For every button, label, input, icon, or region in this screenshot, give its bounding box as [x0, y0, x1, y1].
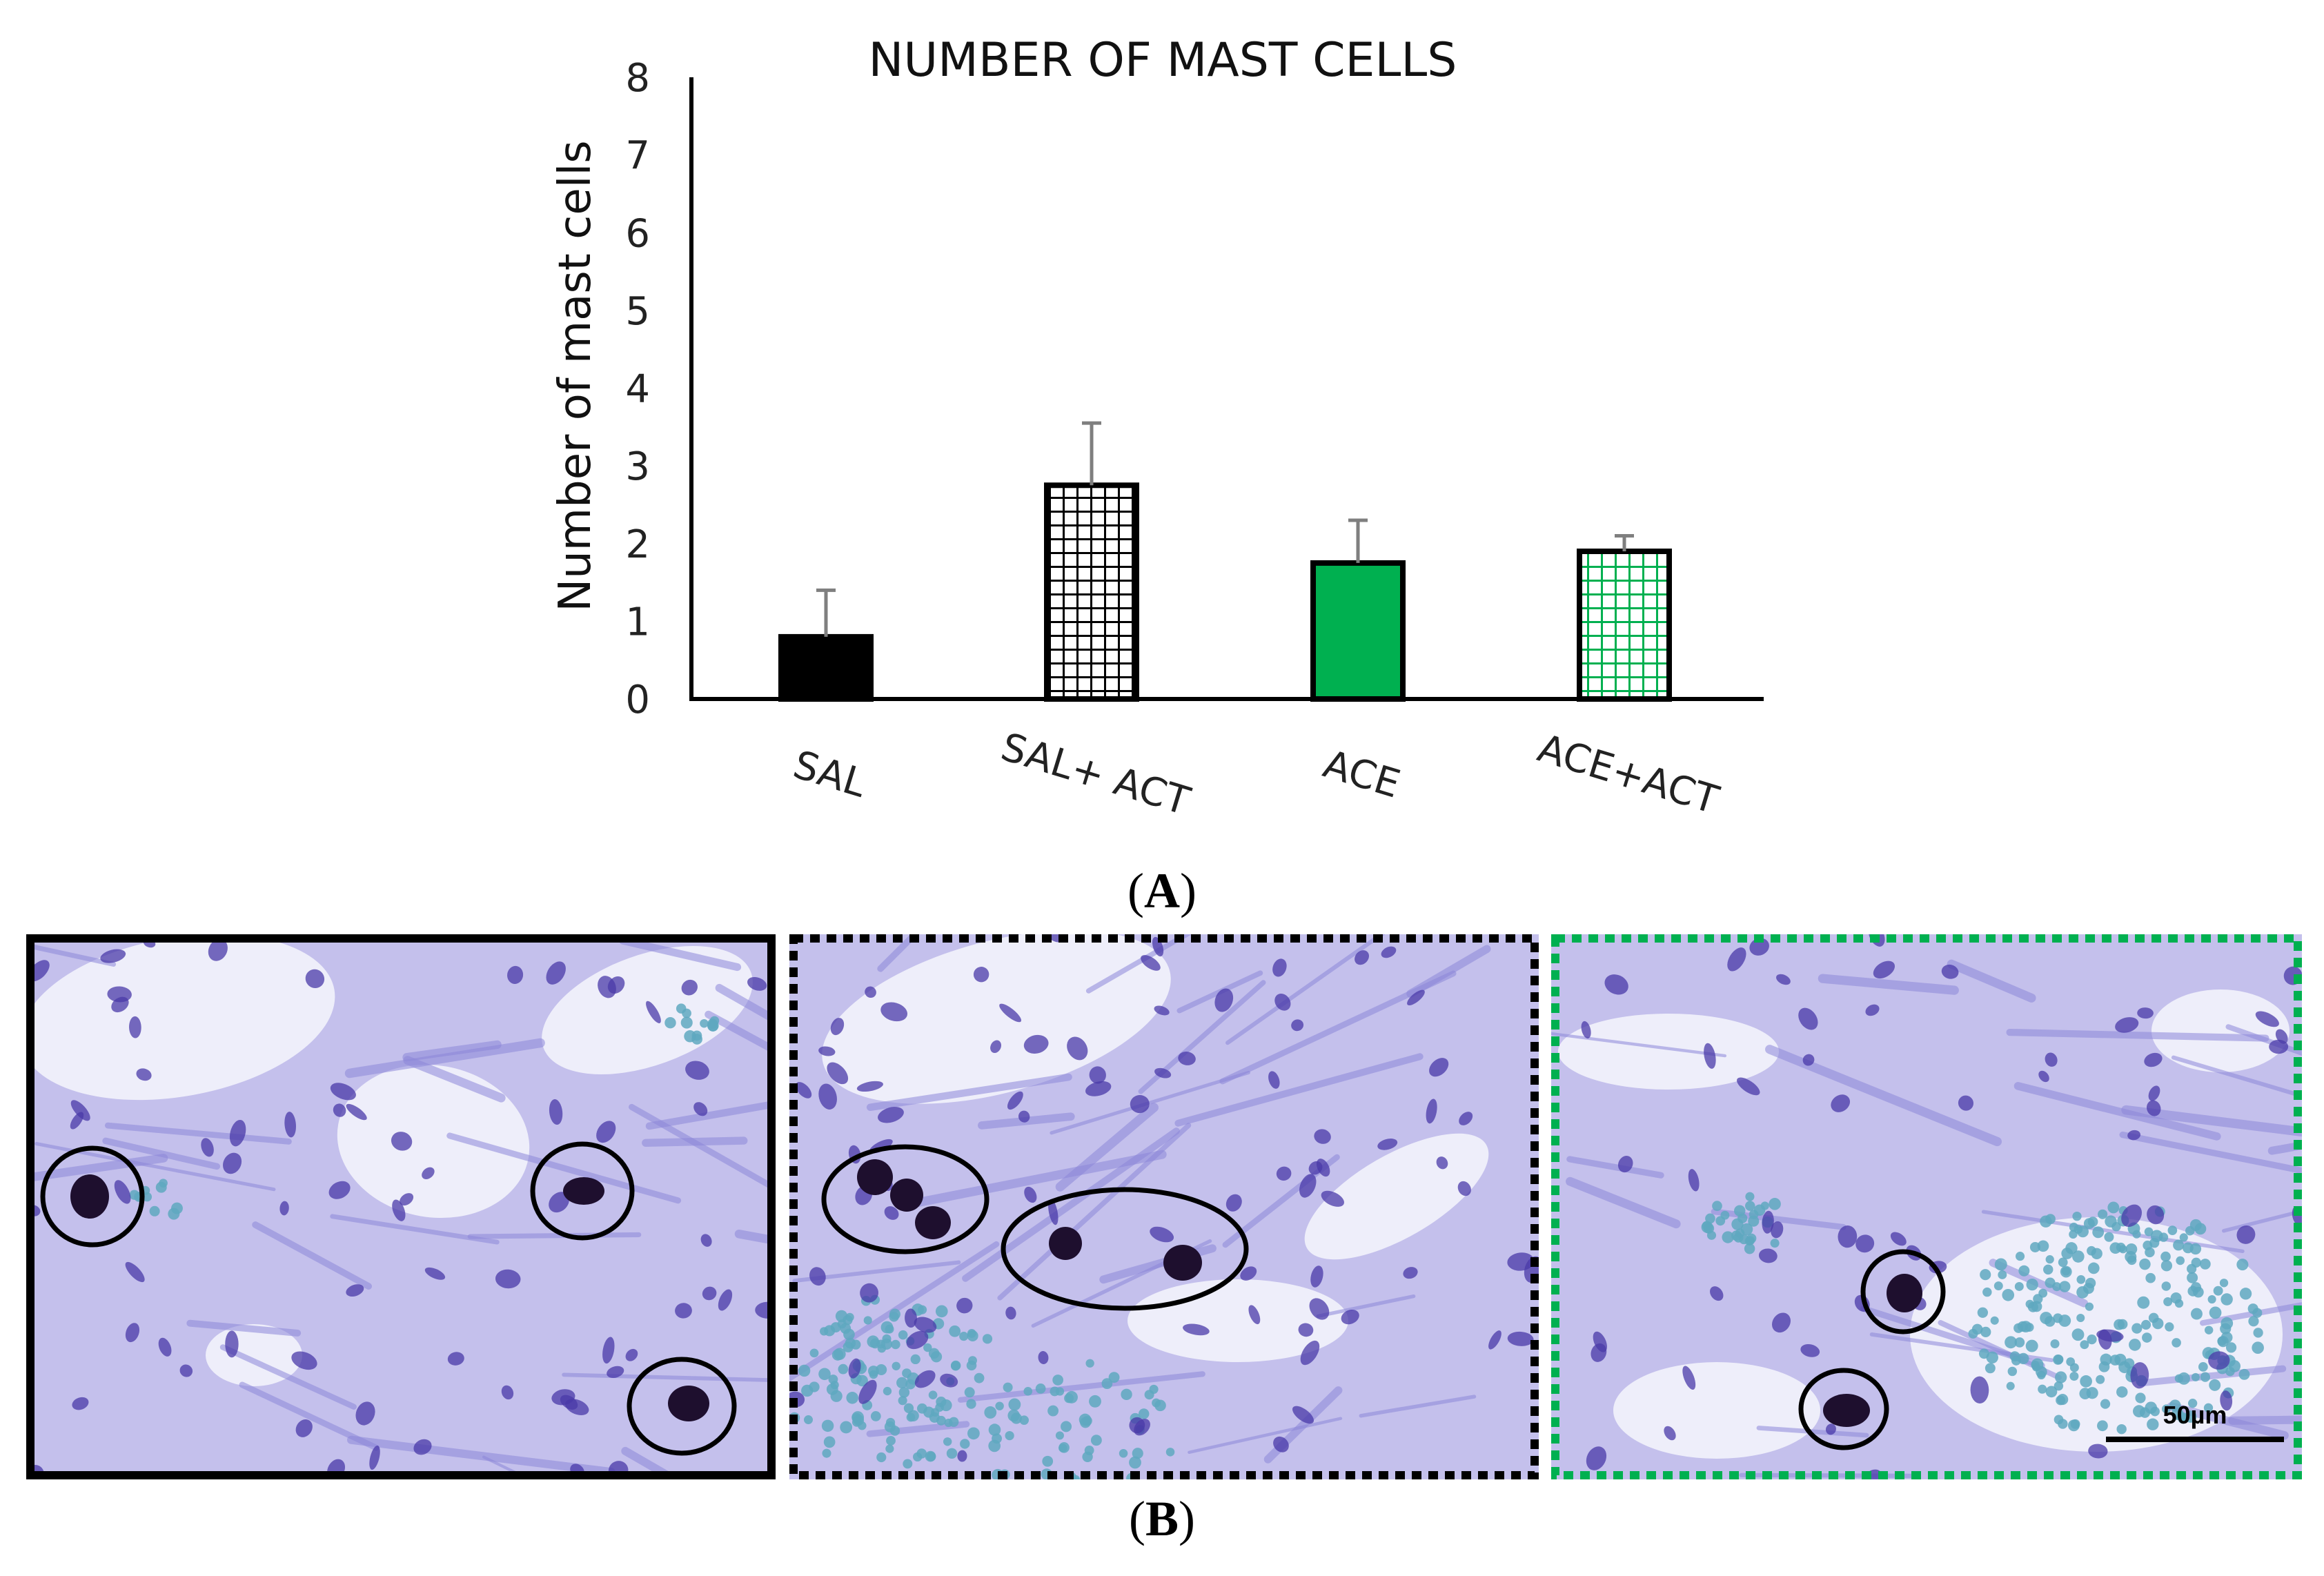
y-tick-label: 5 [625, 289, 650, 334]
chart-title: NUMBER OF MAST CELLS [869, 33, 1457, 88]
micrograph-ace-act [1551, 934, 2302, 1479]
y-tick-label: 3 [625, 444, 650, 489]
x-tick-labels: SAL SAL+ ACT ACE ACE+ACT [788, 725, 1724, 825]
bar [1577, 549, 1672, 702]
y-tick-label: 6 [625, 211, 650, 256]
error-bars-group [816, 421, 1634, 637]
bar-chart: NUMBER OF MAST CELLS Number of mast cell… [550, 33, 1764, 825]
bar [1044, 482, 1139, 702]
y-tick-label: 7 [625, 134, 650, 179]
error-bar [1348, 518, 1368, 563]
x-tick-label: ACE+ACT [1533, 726, 1724, 823]
error-bar [1082, 421, 1101, 486]
micrograph-sal-image [26, 934, 776, 1479]
scale-bar-line [2106, 1437, 2284, 1442]
mast-cell-marker [1798, 1368, 1889, 1450]
scale-bar-label: 50µm [2163, 1401, 2227, 1429]
bar [1310, 560, 1406, 702]
bar [778, 633, 874, 702]
mast-cell-marker [627, 1357, 737, 1456]
mast-cell-marker [1001, 1187, 1249, 1311]
y-tick-label: 2 [625, 522, 650, 567]
x-tick-label: ACE [1318, 742, 1405, 807]
mast-cell-marker [821, 1144, 989, 1254]
y-axis-label: Number of mast cells [550, 140, 601, 611]
micrograph-sal-act [789, 934, 1539, 1479]
bars-group [778, 482, 1672, 702]
mast-cell-marker [530, 1141, 635, 1241]
micrograph-ace-act-image [1551, 934, 2302, 1479]
scale-bar: 50µm [2106, 1401, 2284, 1449]
error-bar [816, 588, 836, 637]
panel-a-label: (A) [1127, 863, 1197, 918]
panel-b-label: (B) [1129, 1491, 1195, 1546]
micrograph-sal-act-image [789, 934, 1539, 1479]
error-bar [1615, 533, 1634, 552]
micrograph-sal [26, 934, 776, 1479]
mast-cell-marker [1860, 1249, 1946, 1334]
y-tick-label: 0 [625, 678, 650, 722]
y-tick-label: 1 [625, 600, 650, 644]
x-tick-label: SAL [788, 742, 871, 807]
x-tick-label: SAL+ ACT [996, 725, 1195, 825]
y-tick-labels: 0 1 2 3 4 5 6 7 8 [625, 56, 650, 722]
y-tick-label: 8 [625, 56, 650, 101]
mast-cell-marker [40, 1145, 145, 1248]
y-tick-label: 4 [625, 367, 650, 412]
